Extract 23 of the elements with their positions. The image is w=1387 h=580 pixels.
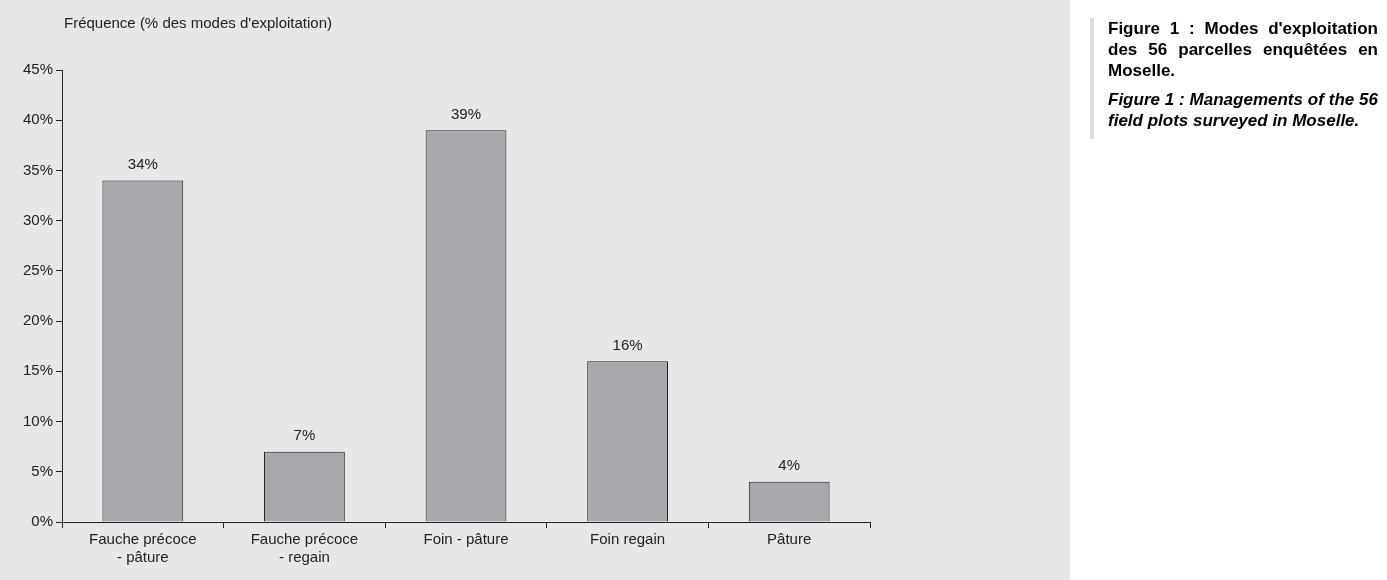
caption: Figure 1 : Managements of the 56 field plots surveyed in Moselle. [1108,89,1378,131]
data-label: 7% [293,426,316,444]
y-tick-label: 40% [22,110,54,128]
y-tick-label: 15% [22,361,54,379]
y-tick-label: 10% [22,411,54,429]
y-tick-label: 35% [22,160,54,178]
x-tick-label: Pâture [767,530,812,548]
data-label: 34% [127,155,158,173]
data-label: 39% [451,104,482,122]
y-tick-label: 20% [22,311,54,329]
x-tick-label: Foin regain [590,530,666,548]
caption: Figure 1 : Modes d'exploitation des 56 parcelles enquêtées en Moselle. [1108,18,1378,81]
y-tick-label: 0% [31,512,54,530]
y-tick-label: 25% [22,261,54,279]
x-tick-label: Foin - pâture [423,530,509,548]
data-label: 4% [778,456,801,474]
data-label: 16% [612,335,643,353]
y-tick-label: 45% [22,60,54,78]
x-tick-label: Fauche précoce - regain [250,530,359,566]
y-tick-label: 30% [22,210,54,228]
x-tick-label: Fauche précoce - pâture [89,530,197,566]
y-axis-title: Fréquence (% des modes d'exploitation) [64,13,333,31]
y-tick-label: 5% [31,461,54,479]
